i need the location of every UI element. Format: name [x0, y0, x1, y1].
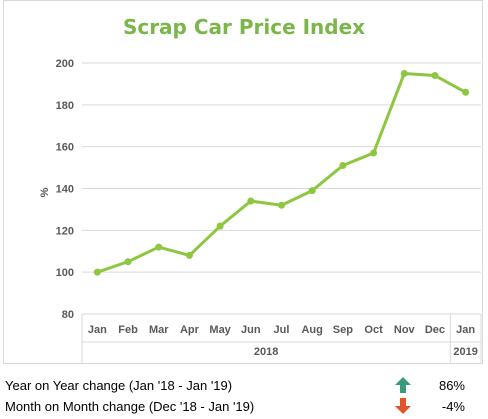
data-point [431, 72, 439, 80]
series-line [95, 71, 468, 274]
month-on-month-label: Month on Month change (Dec '18 - Jan '19… [5, 399, 255, 414]
y-tick-label: 120 [56, 225, 74, 237]
data-point [370, 149, 378, 157]
arrow-up-icon [395, 377, 411, 393]
data-point [400, 69, 408, 77]
data-point [93, 268, 101, 276]
data-point [308, 187, 316, 195]
x-tick-label: Apr [180, 324, 200, 336]
x-tick-label: May [209, 324, 231, 336]
x-group-label: 2019 [453, 346, 477, 358]
x-tick-label: Dec [425, 324, 445, 336]
data-point [339, 161, 347, 169]
year-on-year-value: 86% [438, 378, 465, 393]
y-tick-label: 100 [56, 267, 74, 279]
data-point [155, 243, 163, 251]
x-tick-label: Jul [274, 324, 290, 336]
line-chart: Scrap Car Price Index 80 100 120 140 160 180 20… [39, 15, 482, 363]
chart-title: Scrap Car Price Index [123, 15, 365, 39]
year-on-year-label: Year on Year change (Jan '18 - Jan '19) [5, 378, 233, 393]
month-on-month-row: Month on Month change (Dec '18 - Jan '19… [5, 397, 483, 417]
y-tick-label: 180 [56, 100, 74, 112]
month-on-month-value: -4% [441, 399, 465, 414]
data-point [216, 222, 224, 230]
x-tick-label: Nov [394, 324, 416, 336]
x-tick-label: Mar [149, 324, 169, 336]
data-point [278, 201, 285, 209]
chart-container: Scrap Car Price Index 80 100 120 140 160 180 20… [3, 0, 483, 364]
data-point [462, 88, 470, 96]
year-on-year-row: Year on Year change (Jan '18 - Jan '19) … [5, 376, 483, 396]
x-tick-label: Oct [364, 324, 383, 336]
y-tick-label: 140 [56, 184, 74, 196]
x-group-label: 2018 [254, 346, 278, 358]
data-point [185, 251, 193, 259]
x-tick-label: Sep [333, 324, 353, 336]
data-point [124, 258, 132, 266]
x-tick-label: Feb [118, 324, 138, 336]
y-tick-label: 200 [56, 58, 74, 70]
y-tick-label: 160 [56, 142, 74, 154]
x-tick-label: Aug [301, 324, 322, 336]
x-tick-label: Jun [241, 324, 261, 336]
y-tick-label: 80 [62, 309, 74, 321]
y-axis-title: % [39, 187, 51, 197]
data-point [247, 197, 255, 205]
x-tick-label: Jan [88, 324, 107, 336]
arrow-down-icon [395, 398, 411, 414]
x-tick-label: Jan [456, 324, 475, 336]
